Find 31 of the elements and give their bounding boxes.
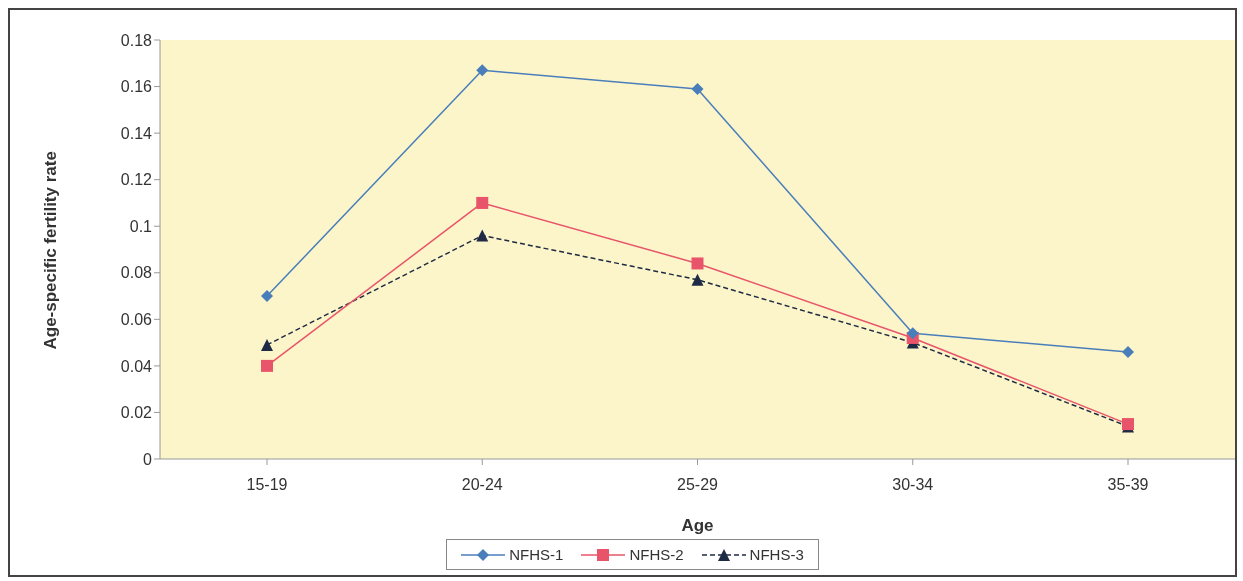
point (691, 273, 704, 286)
x-tick-label: 30-34 (892, 476, 934, 494)
legend-label: NFHS-2 (628, 546, 684, 563)
y-axis-title: Age-specific fertility rate (41, 151, 61, 350)
y-tick-label: 0.04 (120, 357, 153, 375)
y-tick-label: 0.16 (120, 78, 153, 96)
y-tick-label: 0.14 (120, 124, 153, 142)
legend-label: NFHS-3 (748, 546, 804, 563)
x-axis-title: Age (681, 516, 714, 535)
x-tick-label: 15-19 (246, 476, 288, 494)
y-tick-label: 0.12 (120, 171, 153, 189)
point (261, 290, 273, 303)
y-tick-label: 0.1 (129, 217, 153, 235)
x-tick-label: 35-39 (1107, 476, 1149, 494)
point (476, 196, 489, 209)
point (261, 338, 273, 351)
point (1122, 345, 1134, 358)
y-tick-label: 0 (143, 450, 153, 468)
x-tick-label: 25-29 (677, 476, 719, 494)
y-tick-label: 0.06 (120, 311, 153, 329)
point (476, 229, 489, 242)
x-tick-label: 20-24 (461, 476, 503, 494)
point (261, 359, 273, 372)
point (691, 257, 704, 270)
y-tick-label: 0.18 (120, 31, 153, 49)
y-tick-label: 0.08 (120, 264, 153, 282)
point (476, 64, 489, 77)
point (691, 82, 704, 95)
point (906, 327, 919, 340)
y-tick-label: 0.02 (120, 404, 153, 422)
legend-label: NFHS-1 (508, 546, 564, 563)
